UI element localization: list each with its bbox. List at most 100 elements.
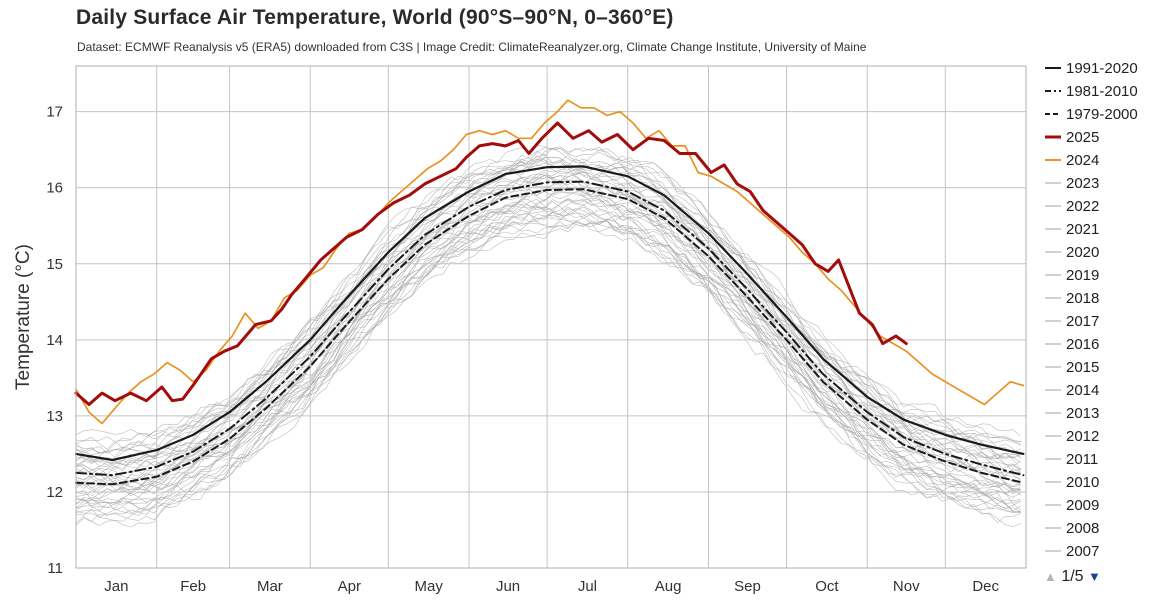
legend-label: 2021 xyxy=(1066,221,1099,238)
background-year-line xyxy=(75,206,1021,511)
legend-label: 2012 xyxy=(1066,428,1099,445)
background-year-line xyxy=(75,168,1021,475)
legend-page-indicator: 1/5 xyxy=(1061,568,1084,585)
background-year-line xyxy=(75,187,1021,495)
x-tick-label: Aug xyxy=(655,578,682,595)
series-layer xyxy=(74,99,1025,486)
legend-label: 2009 xyxy=(1066,497,1099,514)
y-tick-label: 12 xyxy=(46,484,63,501)
background-year-line xyxy=(75,158,1021,464)
x-tick-label: May xyxy=(414,578,443,595)
background-year-line xyxy=(75,191,1021,497)
legend-item-2024[interactable]: 2024 xyxy=(1045,152,1099,169)
x-tick-label: Apr xyxy=(338,578,361,595)
y-axis-title: Temperature (°C) xyxy=(13,244,34,390)
legend-item-2008[interactable]: 2008 xyxy=(1045,520,1099,537)
legend-label: 2025 xyxy=(1066,129,1099,146)
axes-layer: 11 12 13 14 15 16 17 Jan Feb Mar Apr May Jun Jul Aug Se… xyxy=(46,65,1027,595)
background-year-line xyxy=(75,195,1021,494)
background-year-line xyxy=(75,154,1021,468)
background-year-line xyxy=(75,201,1021,505)
legend-item-2009[interactable]: 2009 xyxy=(1045,497,1099,514)
background-year-line xyxy=(75,166,1022,470)
triangle-up-icon[interactable]: ▲ xyxy=(1044,569,1057,584)
legend-item-2011[interactable]: 2011 xyxy=(1045,451,1098,468)
legend-label: 2008 xyxy=(1066,520,1099,537)
series-line-1979-2000 xyxy=(75,188,1025,486)
legend-item-2021[interactable]: 2021 xyxy=(1045,221,1099,238)
x-tick-label: Jan xyxy=(104,578,128,595)
x-tick-label: Jun xyxy=(496,578,520,595)
legend-item-2023[interactable]: 2023 xyxy=(1045,175,1099,192)
background-year-line xyxy=(75,206,1021,513)
legend-item-2019[interactable]: 2019 xyxy=(1045,267,1099,284)
legend-label: 2024 xyxy=(1066,152,1099,169)
legend-item-2015[interactable]: 2015 xyxy=(1045,359,1099,376)
legend-item-1981-2010[interactable]: 1981-2010 xyxy=(1045,83,1138,100)
y-tick-label: 17 xyxy=(46,104,63,121)
background-year-line xyxy=(75,220,1021,517)
x-tick-label: Mar xyxy=(257,578,283,595)
legend-label: 2018 xyxy=(1066,290,1099,307)
background-year-line xyxy=(75,198,1021,500)
background-year-line xyxy=(75,197,1021,502)
background-year-line xyxy=(75,146,1021,450)
legend-item-2020[interactable]: 2020 xyxy=(1045,244,1099,261)
legend-label: 2017 xyxy=(1066,313,1099,330)
legend-item-2007[interactable]: 2007 xyxy=(1045,543,1099,560)
background-year-line xyxy=(75,221,1021,527)
legend[interactable]: 1991-2020 1981-2010 1979-2000 2025 2024 2023 2… xyxy=(1045,60,1138,560)
triangle-down-icon[interactable]: ▼ xyxy=(1088,569,1101,584)
background-year-line xyxy=(75,215,1021,513)
background-year-line xyxy=(75,184,1022,479)
chart-subtitle: Dataset: ECMWF Reanalysis v5 (ERA5) down… xyxy=(77,40,867,54)
legend-item-2025[interactable]: 2025 xyxy=(1045,129,1099,146)
chart-title: Daily Surface Air Temperature, World (90… xyxy=(76,6,674,29)
legend-item-2016[interactable]: 2016 xyxy=(1045,336,1099,353)
legend-label: 2019 xyxy=(1066,267,1099,284)
x-tick-label: Jul xyxy=(578,578,597,595)
series-line-1991-2020 xyxy=(74,165,1025,462)
grid-layer xyxy=(76,66,1026,569)
legend-item-2013[interactable]: 2013 xyxy=(1045,405,1099,422)
background-year-line xyxy=(75,170,1021,463)
legend-label: 2016 xyxy=(1066,336,1099,353)
legend-label: 1981-2010 xyxy=(1066,83,1138,100)
legend-label: 2007 xyxy=(1066,543,1099,560)
x-tick-label: Sep xyxy=(734,578,761,595)
legend-item-2017[interactable]: 2017 xyxy=(1045,313,1099,330)
x-tick-label: Oct xyxy=(815,578,839,595)
x-tick-label: Dec xyxy=(972,578,999,595)
x-tick-label: Feb xyxy=(180,578,206,595)
legend-label: 2020 xyxy=(1066,244,1099,261)
y-tick-label: 14 xyxy=(46,332,63,349)
legend-label: 2011 xyxy=(1066,451,1098,468)
legend-item-2022[interactable]: 2022 xyxy=(1045,198,1099,215)
legend-item-2012[interactable]: 2012 xyxy=(1045,428,1099,445)
y-tick-label: 11 xyxy=(47,560,63,577)
y-tick-label: 15 xyxy=(46,256,63,273)
legend-item-2010[interactable]: 2010 xyxy=(1045,474,1099,491)
legend-item-2018[interactable]: 2018 xyxy=(1045,290,1099,307)
plot-frame xyxy=(75,65,1027,569)
background-year-line xyxy=(75,183,1021,491)
legend-pager: ▲ 1/5 ▼ xyxy=(1044,568,1101,586)
legend-item-2014[interactable]: 2014 xyxy=(1045,382,1099,399)
x-tick-label: Nov xyxy=(893,578,920,595)
legend-label: 2023 xyxy=(1066,175,1099,192)
background-year-line xyxy=(75,222,1021,526)
legend-label: 2010 xyxy=(1066,474,1099,491)
series-line-2025 xyxy=(74,121,908,406)
legend-label: 2014 xyxy=(1066,382,1099,399)
legend-item-1979-2000[interactable]: 1979-2000 xyxy=(1045,106,1138,123)
background-year-line xyxy=(75,147,1021,449)
legend-item-1991-2020[interactable]: 1991-2020 xyxy=(1045,60,1138,77)
legend-label: 2022 xyxy=(1066,198,1099,215)
background-year-line xyxy=(75,144,1021,437)
y-tick-label: 13 xyxy=(46,408,63,425)
series-line-1981-2010 xyxy=(75,180,1025,477)
background-year-line xyxy=(75,174,1021,484)
background-year-line xyxy=(75,208,1021,516)
background-year-line xyxy=(75,154,1021,454)
